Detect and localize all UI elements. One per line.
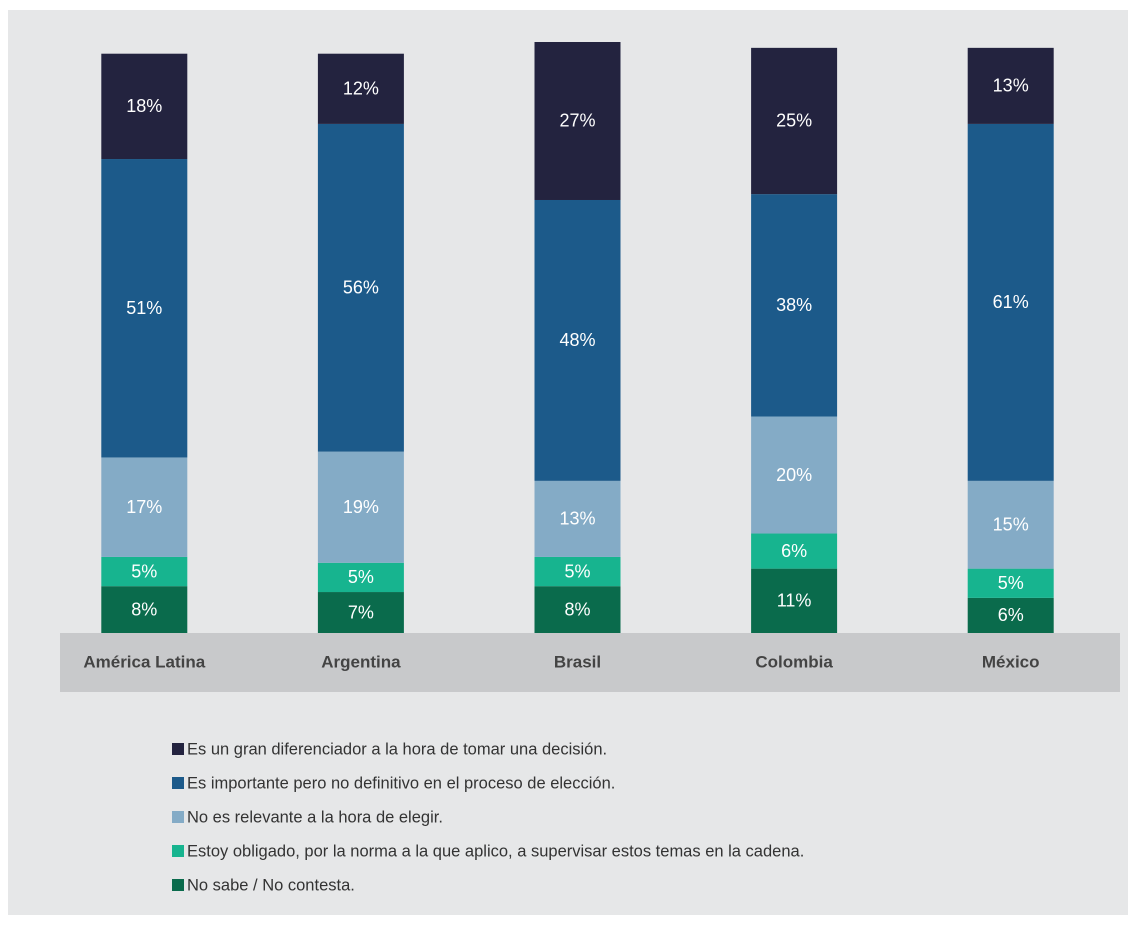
bar-segment: [101, 586, 188, 633]
legend-swatch: [172, 845, 184, 857]
value-label: 17%: [126, 497, 162, 517]
bar-segment: [967, 123, 1054, 481]
value-label: 5%: [131, 561, 157, 581]
bar-segment: [534, 42, 621, 200]
bar-segment: [317, 562, 404, 593]
value-label: 27%: [559, 111, 595, 131]
value-label: 5%: [564, 561, 590, 581]
value-label: 6%: [781, 541, 807, 561]
value-label: 56%: [343, 278, 379, 298]
value-label: 8%: [564, 599, 590, 619]
value-label: 15%: [993, 514, 1029, 534]
bar-segment: [751, 194, 838, 417]
bar-segment: [967, 568, 1054, 598]
legend-swatch: [172, 879, 184, 891]
bar-segment: [534, 480, 621, 557]
bar-segment: [317, 53, 404, 124]
value-label: 51%: [126, 298, 162, 318]
value-label: 13%: [993, 76, 1029, 96]
value-label: 6%: [998, 605, 1024, 625]
bar-segment: [967, 47, 1054, 124]
value-label: 20%: [776, 465, 812, 485]
legend-label: No sabe / No contesta.: [187, 876, 355, 894]
legend-label: Estoy obligado, por la norma a la que ap…: [187, 842, 804, 860]
legend-swatch: [172, 811, 184, 823]
category-label: Colombia: [755, 652, 833, 671]
bar-segment: [534, 586, 621, 633]
legend-swatch: [172, 777, 184, 789]
legend-label: No es relevante a la hora de elegir.: [187, 808, 443, 826]
value-label: 18%: [126, 96, 162, 116]
category-label: México: [982, 652, 1040, 671]
value-label: 5%: [348, 567, 374, 587]
category-label: América Latina: [83, 652, 205, 671]
bar-segment: [751, 568, 838, 633]
bar-segment: [317, 592, 404, 633]
value-label: 12%: [343, 79, 379, 99]
bar-segment: [751, 47, 838, 195]
value-label: 11%: [777, 591, 812, 611]
value-label: 7%: [348, 602, 374, 622]
bar-segment: [101, 159, 188, 458]
legend-swatch: [172, 743, 184, 755]
value-label: 48%: [559, 330, 595, 350]
bar-segment: [967, 597, 1054, 633]
value-label: 25%: [776, 111, 812, 131]
bar-segment: [101, 556, 188, 587]
bar-segment: [317, 451, 404, 563]
value-label: 8%: [131, 599, 157, 619]
bar-segment: [534, 199, 621, 481]
category-label: Argentina: [321, 652, 401, 671]
value-label: 19%: [343, 497, 379, 517]
bar-segment: [317, 123, 404, 452]
value-label: 13%: [559, 509, 595, 529]
bar-segment: [967, 480, 1054, 569]
category-label: Brasil: [554, 652, 601, 671]
bar-segment: [101, 457, 188, 557]
value-label: 38%: [776, 295, 812, 315]
value-label: 61%: [993, 292, 1029, 312]
bar-segment: [751, 416, 838, 534]
bar-segment: [101, 53, 188, 160]
legend-label: Es importante pero no definitivo en el p…: [187, 774, 615, 792]
legend-label: Es un gran diferenciador a la hora de to…: [187, 740, 607, 758]
bar-segment: [534, 556, 621, 587]
bar-segment: [751, 533, 838, 569]
value-label: 5%: [998, 573, 1024, 593]
category-band: [60, 633, 1120, 692]
